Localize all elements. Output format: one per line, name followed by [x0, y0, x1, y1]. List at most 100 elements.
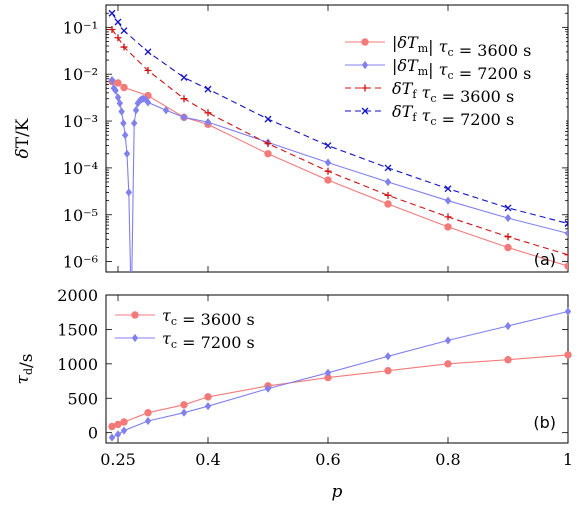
y-tick-label-b: 1000	[57, 355, 98, 374]
panel-label-a: (a)	[534, 250, 556, 269]
data-point-b-1	[108, 433, 116, 442]
data-point-a-1	[132, 106, 140, 115]
data-point-b-1	[120, 426, 128, 435]
legend-label-a-0: |δTm| τc = 3600 s	[392, 33, 531, 60]
plot-frame-a	[105, 4, 569, 273]
data-point-a-3	[144, 48, 152, 56]
panel-a: 10⁻⁶ 10⁻⁵ 10⁻⁴ 10⁻³ 10⁻² 10⁻¹ δT/K |δTm| τc = 3…	[13, 4, 569, 273]
data-point-a-1	[116, 99, 123, 108]
x-tick-label-b: 1	[563, 450, 573, 469]
y-tick-label-a: 10⁻²	[63, 65, 98, 84]
data-point-b-0	[108, 422, 116, 431]
data-point-a-1	[180, 113, 188, 122]
data-point-a-2	[444, 213, 452, 221]
x-tick-label-b: 0.8	[435, 450, 460, 469]
data-point-a-2	[114, 34, 122, 42]
plot-frame-b	[105, 294, 569, 444]
data-point-b-1	[144, 416, 152, 426]
data-point-a-1	[324, 158, 332, 167]
data-point-a-3	[384, 164, 392, 172]
x-tick-label-b: 0.4	[195, 450, 220, 469]
x-tick-label-b: 0.6	[315, 450, 340, 469]
data-point-a-3	[108, 9, 116, 17]
series-line-a-3	[111, 12, 568, 225]
data-point-a-3	[564, 220, 568, 227]
data-point-b-0	[384, 367, 392, 375]
legend-marker-a-3	[361, 107, 369, 115]
legend-marker-a-2	[361, 84, 369, 92]
data-point-b-0	[504, 356, 512, 364]
data-point-b-1	[324, 368, 332, 377]
data-point-b-1	[204, 402, 212, 411]
data-point-a-3	[204, 85, 212, 93]
plot-area-a	[108, 9, 568, 272]
data-point-b-1	[114, 430, 122, 439]
data-point-a-1	[504, 213, 512, 223]
legend-label-b-1: τc = 7200 s	[162, 329, 255, 352]
data-point-a-3	[444, 185, 452, 193]
data-point-a-1	[108, 75, 116, 85]
data-point-a-3	[324, 142, 332, 150]
data-point-a-3	[264, 115, 272, 123]
data-point-b-1	[384, 352, 392, 361]
data-point-b-1	[264, 384, 272, 393]
x-tick-label-b: 0.25	[100, 450, 136, 469]
series-line-b-0	[111, 354, 569, 428]
data-point-a-1	[131, 119, 138, 128]
panel-b: 0 500 1000 1500 2000 0.25 0.4 0.6 0.8 1 τd/s p τc = …	[13, 286, 573, 502]
data-point-a-0	[444, 223, 452, 231]
y-axis-label-b: τd/s	[13, 354, 37, 385]
data-point-a-0	[114, 79, 122, 87]
legend-marker-b-1	[131, 333, 139, 343]
y-tick-label-a: 10⁻⁴	[63, 159, 98, 178]
data-point-a-2	[504, 233, 512, 241]
data-point-a-1	[122, 131, 129, 140]
data-point-a-2	[144, 66, 152, 74]
data-point-a-2	[204, 109, 212, 117]
data-point-a-0	[120, 83, 128, 92]
series-line-a-2	[111, 29, 568, 256]
legend-label-a-1: |δTm| τc = 7200 s	[392, 56, 531, 83]
data-point-a-0	[264, 150, 272, 158]
legend-label-b-0: τc = 3600 s	[162, 306, 255, 329]
panel-label-b: (b)	[533, 413, 556, 432]
y-tick-label-a: 10⁻⁶	[63, 253, 98, 272]
y-tick-label-b: 2000	[57, 286, 98, 305]
data-point-a-1	[112, 86, 119, 95]
data-point-a-3	[504, 204, 512, 212]
data-point-a-2	[264, 140, 272, 148]
data-point-a-0	[504, 243, 512, 252]
data-point-b-0	[564, 351, 572, 359]
data-point-b-1	[444, 336, 452, 345]
data-point-a-1	[114, 93, 122, 102]
data-point-b-1	[564, 307, 572, 316]
data-point-a-2	[180, 95, 188, 103]
data-point-b-0	[204, 393, 212, 401]
legend-label-a-2: δTf τc = 3600 s	[392, 79, 514, 106]
data-point-a-1	[384, 177, 392, 187]
y-tick-label-b: 0	[88, 424, 98, 443]
y-tick-label-b: 1500	[57, 320, 98, 339]
data-point-a-3	[180, 74, 188, 81]
data-point-b-0	[144, 409, 152, 417]
data-point-b-0	[120, 418, 128, 426]
data-point-a-2	[384, 191, 392, 199]
data-point-b-0	[180, 401, 188, 409]
data-point-a-1	[125, 188, 132, 197]
data-point-a-3	[114, 18, 122, 26]
series-line-b-1	[111, 310, 569, 438]
data-point-b-0	[114, 420, 122, 429]
data-point-a-2	[564, 251, 568, 259]
data-point-a-0	[564, 262, 568, 270]
legend-label-a-3: δTf τc = 7200 s	[392, 102, 514, 129]
data-point-a-2	[120, 43, 128, 51]
y-tick-label-b: 500	[67, 389, 98, 408]
y-tick-label-a: 10⁻³	[63, 112, 98, 131]
data-point-a-1	[120, 119, 127, 128]
data-point-a-1	[162, 106, 170, 115]
y-tick-label-a: 10⁻¹	[63, 18, 98, 37]
data-point-a-2	[108, 25, 116, 33]
y-tick-label-a: 10⁻⁵	[63, 206, 98, 225]
